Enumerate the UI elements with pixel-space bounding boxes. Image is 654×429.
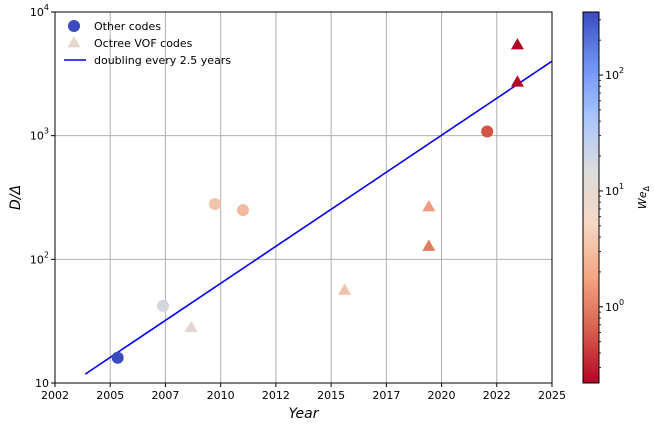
x-tick-label: 2012 (262, 389, 290, 402)
colorbar-tick-label: 102 (605, 66, 624, 82)
x-tick-label: 2007 (151, 389, 179, 402)
legend-label: doubling every 2.5 years (94, 54, 231, 67)
x-axis-label: Year (289, 406, 320, 422)
doubling-trend-line (84, 60, 553, 375)
legend: Other codes Octree VOF codes doubling ever… (64, 20, 231, 67)
triangle-marker-octree-vof (422, 199, 436, 212)
x-tick-label: 2005 (96, 389, 124, 402)
triangle-marker-octree-vof (338, 283, 352, 295)
circle-marker-other-codes (481, 125, 494, 138)
circle-marker-other-codes (236, 204, 249, 217)
triangle-marker-octree-vof (510, 75, 524, 87)
colorbar-gradient (582, 11, 600, 384)
triangle-marker-octree-vof (422, 239, 436, 251)
triangle-marker-octree-vof (184, 320, 198, 333)
y-tick-labels: 10 102 103 104 (30, 3, 55, 390)
y-tick-label: 104 (30, 3, 49, 19)
plot-frame (54, 11, 553, 384)
trend-line-layer (84, 60, 553, 375)
data-markers (111, 38, 524, 364)
x-tick-label: 2025 (538, 389, 566, 402)
x-tick-label: 2002 (41, 389, 69, 402)
circle-marker-other-codes (111, 351, 124, 364)
y-tick-label: 103 (30, 127, 49, 143)
colorbar-tick-label: 101 (605, 182, 624, 198)
x-tick-label: 2010 (207, 389, 235, 402)
triangle-marker-octree-vof (510, 38, 524, 50)
y-tick-label: 102 (30, 250, 49, 266)
x-tick-labels: 2002 2005 2007 2010 2012 2015 2017 2020 2022 2025 (41, 383, 566, 402)
circle-marker-other-codes (208, 198, 221, 211)
legend-label: Octree VOF codes (94, 37, 193, 50)
x-tick-label: 2020 (428, 389, 456, 402)
x-tick-label: 2017 (372, 389, 400, 402)
x-tick-label: 2015 (317, 389, 345, 402)
legend-circle-swatch (68, 20, 80, 32)
colorbar-label: WeΔ (636, 185, 651, 209)
x-tick-label: 2022 (483, 389, 511, 402)
grid-lines (54, 11, 553, 384)
y-tick-label: 10 (35, 377, 49, 390)
legend-label: Other codes (94, 20, 161, 33)
circle-marker-other-codes (157, 299, 170, 312)
y-axis-label: D/Δ (8, 185, 24, 210)
legend-triangle-swatch (67, 36, 81, 48)
colorbar: 100 101 102 WeΔ (582, 11, 651, 384)
colorbar-tick-label: 100 (605, 298, 624, 314)
